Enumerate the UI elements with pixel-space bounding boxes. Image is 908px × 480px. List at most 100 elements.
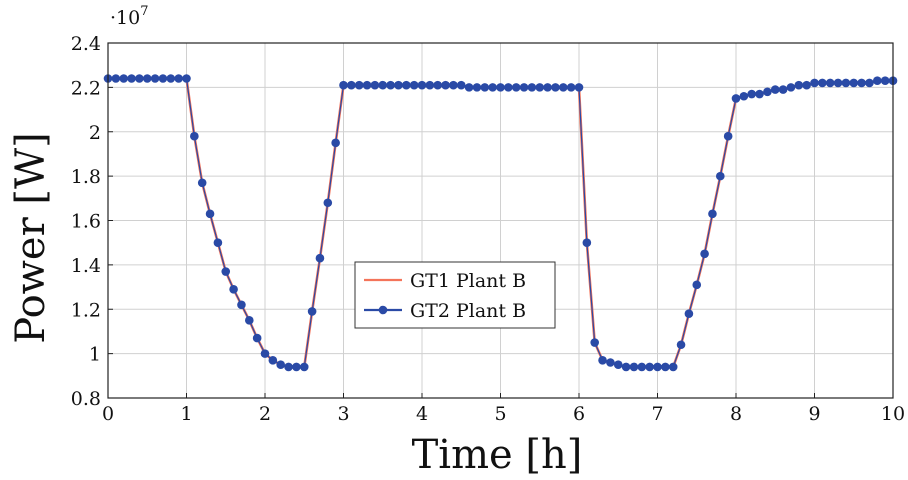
y-tick-label: 1.4 [71, 255, 101, 277]
data-point [433, 80, 443, 90]
data-point [818, 78, 827, 88]
x-tick-label: 2 [259, 403, 271, 425]
data-point [268, 355, 278, 365]
data-point [370, 80, 380, 90]
data-point [857, 78, 866, 88]
x-axis-label: Time [h] [412, 432, 583, 478]
y-multiplier-label: ·107 [110, 4, 149, 29]
x-tick-label: 6 [573, 403, 585, 425]
y-tick-label: 2.2 [71, 77, 101, 99]
data-point [480, 83, 490, 92]
data-point [456, 80, 466, 90]
data-point [810, 78, 819, 88]
legend-marker-gt2 [378, 305, 388, 315]
x-tick-label: 0 [102, 403, 114, 425]
data-point [551, 83, 560, 92]
data-point [174, 74, 183, 83]
data-point [794, 80, 804, 90]
x-tick-label: 8 [730, 403, 742, 425]
data-point [323, 198, 333, 208]
data-point [582, 238, 592, 247]
data-point [205, 209, 215, 219]
data-point [496, 83, 505, 92]
data-point [119, 74, 128, 83]
x-tick-label: 10 [881, 403, 905, 425]
data-point [245, 316, 254, 325]
data-point [166, 74, 176, 83]
data-point [135, 74, 144, 83]
data-point [519, 83, 529, 92]
x-tick-label: 5 [494, 403, 506, 425]
data-point [402, 80, 411, 90]
data-point [362, 80, 372, 90]
data-point [629, 362, 639, 372]
data-point [708, 209, 717, 219]
y-tick-label: 1.2 [71, 299, 101, 321]
y-tick-label: 1.8 [71, 166, 101, 188]
data-point [127, 74, 136, 83]
data-point [464, 83, 474, 92]
data-point [237, 300, 246, 310]
data-point [535, 83, 545, 92]
y-tick-label: 2.4 [71, 33, 101, 55]
data-point [260, 349, 270, 358]
y-axis-label: Power [W] [8, 132, 54, 343]
data-point [284, 362, 293, 372]
data-point [849, 78, 859, 88]
data-point [111, 74, 121, 83]
data-point [347, 80, 356, 90]
axis-ticks: 0 1 2 3 4 5 6 7 8 9 10 0.8 1 1.2 1.4 1.6 1.8 2 2.2 2.4 [71, 33, 905, 425]
data-point [190, 131, 199, 141]
data-point [511, 83, 521, 92]
data-point [802, 80, 811, 90]
data-point [504, 83, 513, 92]
data-point [229, 284, 238, 294]
data-point [692, 280, 702, 290]
data-point [307, 307, 317, 316]
y-tick-label: 0.8 [71, 388, 101, 410]
data-point [873, 76, 882, 86]
data-point [221, 267, 231, 276]
data-point [676, 340, 686, 350]
data-point [606, 358, 615, 367]
data-point [417, 80, 427, 90]
data-point [559, 83, 568, 92]
data-point [645, 362, 654, 372]
data-point [684, 309, 694, 318]
data-point [252, 333, 262, 343]
data-point [339, 80, 348, 90]
data-point [747, 89, 756, 99]
data-point [543, 83, 552, 92]
data-point [394, 80, 403, 90]
y-multiplier-exponent: 7 [140, 4, 148, 19]
data-point [668, 362, 678, 372]
data-point [841, 78, 851, 88]
x-tick-label: 3 [337, 403, 349, 425]
data-point [574, 83, 584, 92]
data-point [292, 362, 301, 372]
data-point [833, 78, 843, 88]
data-point [778, 85, 788, 94]
data-point [770, 85, 780, 94]
data-point [441, 80, 450, 90]
data-point [566, 83, 576, 92]
data-point [331, 138, 340, 148]
data-point [527, 83, 537, 92]
x-tick-label: 7 [651, 403, 663, 425]
data-point [150, 74, 160, 83]
legend-label-gt2: GT2 Plant B [410, 300, 526, 322]
x-tick-label: 4 [416, 403, 428, 425]
legend-label-gt1: GT1 Plant B [410, 270, 526, 292]
data-point [700, 249, 709, 259]
data-point [378, 80, 388, 90]
data-point [739, 91, 749, 101]
series-layer [103, 74, 898, 372]
data-point [386, 80, 395, 90]
data-point [716, 171, 725, 181]
y-tick-label: 2 [89, 122, 101, 144]
data-point [213, 238, 223, 247]
x-tick-label: 1 [180, 403, 192, 425]
data-point [763, 87, 772, 97]
data-point [786, 83, 796, 92]
data-point [142, 74, 152, 83]
